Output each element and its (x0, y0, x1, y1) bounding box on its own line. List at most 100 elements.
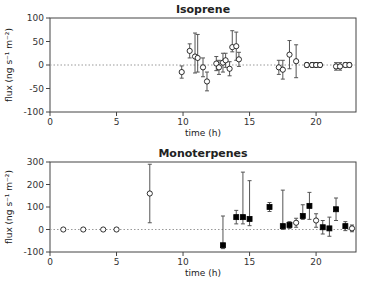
y-tick-label: -50 (29, 84, 44, 94)
zero-line (50, 229, 356, 230)
x-axis-label: time (h) (185, 128, 221, 138)
error-bar (305, 63, 309, 68)
x-tick (116, 112, 117, 116)
x-tick-label: 20 (310, 117, 322, 127)
error-bar (234, 210, 238, 224)
plot-area (50, 164, 356, 248)
x-tick (183, 252, 184, 256)
y-tick-label: 200 (27, 180, 44, 190)
point (280, 224, 285, 229)
error-bar (281, 190, 285, 229)
x-tick (249, 252, 250, 256)
figure: Isoprene-100-5005010005101520time (h)flu… (0, 0, 366, 294)
error-bar (294, 218, 298, 227)
point (187, 48, 192, 53)
error-bar (221, 216, 225, 249)
x-tick-label: 20 (310, 257, 322, 267)
error-bar (338, 63, 342, 71)
error-bar (148, 164, 152, 223)
error-bar (334, 198, 338, 221)
x-tick (249, 112, 250, 116)
error-bar (294, 45, 298, 78)
point (280, 67, 285, 72)
error-bar (188, 44, 192, 58)
plot-frame (50, 18, 356, 112)
point (227, 66, 232, 71)
point (287, 52, 292, 57)
error-bar (248, 181, 252, 226)
y-tick (46, 65, 50, 66)
x-tick-label: 0 (47, 257, 53, 267)
y-tick (46, 207, 50, 208)
point (220, 243, 225, 248)
y-axis-label: flux (ng s⁻¹ m⁻²) (4, 28, 14, 102)
x-tick-label: 0 (47, 117, 53, 127)
y-tick-label: 0 (38, 60, 44, 70)
error-bar (205, 72, 209, 91)
point (223, 58, 228, 63)
x-tick (50, 252, 51, 256)
x-tick-label: 15 (244, 257, 255, 267)
y-tick-label: -100 (24, 247, 45, 257)
point (240, 215, 245, 220)
y-tick (46, 18, 50, 19)
x-tick (50, 112, 51, 116)
y-tick-label: -100 (24, 107, 45, 117)
x-tick-label: 10 (177, 257, 189, 267)
x-tick-label: 10 (177, 117, 189, 127)
error-bar (318, 63, 322, 68)
y-tick (46, 41, 50, 42)
point (200, 65, 205, 70)
point (204, 79, 209, 84)
point (216, 65, 221, 70)
point (343, 224, 348, 229)
y-tick-label: 50 (33, 37, 45, 47)
panel: Monoterpenes-100010020030005101520time (… (4, 147, 356, 278)
point (337, 64, 342, 69)
title: Isoprene (176, 3, 230, 16)
error-bar (241, 172, 245, 224)
error-bar (350, 225, 354, 232)
error-bar (321, 221, 325, 235)
point (307, 203, 312, 208)
point (294, 59, 299, 64)
y-tick (46, 112, 50, 113)
error-bar (301, 205, 305, 220)
plot-frame (50, 162, 356, 252)
error-bar (180, 66, 184, 78)
x-tick-label: 15 (244, 117, 255, 127)
error-bar (268, 203, 272, 212)
panel: Isoprene -100 -50 0 50 100 0 5 10 15 20 time (h) flu… (4, 3, 356, 138)
y-tick-label: 100 (27, 202, 44, 212)
x-tick-label: 5 (114, 117, 120, 127)
y-tick-label: 0 (38, 225, 44, 235)
y-tick (46, 229, 50, 230)
y-tick (46, 162, 50, 163)
point (320, 225, 325, 230)
point (147, 191, 152, 196)
error-bar (277, 60, 281, 74)
point (287, 223, 292, 228)
error-bar (314, 214, 318, 228)
point (234, 215, 239, 220)
error-bar (327, 217, 331, 236)
error-bar (287, 41, 291, 69)
point (114, 227, 119, 232)
error-bar (234, 32, 238, 60)
point (61, 227, 66, 232)
error-bar (343, 222, 347, 231)
point (300, 214, 305, 219)
point (294, 220, 299, 225)
point (247, 216, 252, 221)
y-tick-label: 100 (27, 13, 44, 23)
point (334, 207, 339, 212)
x-tick (316, 112, 317, 116)
error-bar (237, 52, 241, 66)
error-bar (196, 34, 200, 72)
point (267, 205, 272, 210)
point (236, 57, 241, 62)
point (81, 227, 86, 232)
plot-area (50, 31, 356, 91)
y-tick (46, 184, 50, 185)
error-bar (347, 63, 351, 68)
